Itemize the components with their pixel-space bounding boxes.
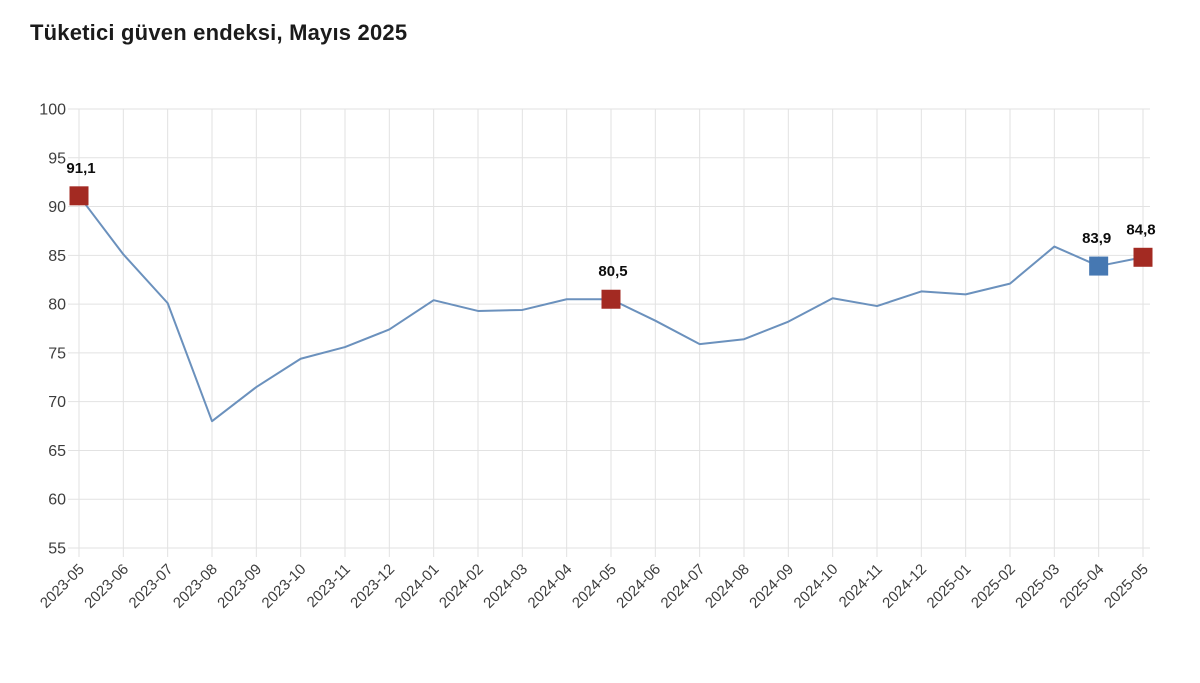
y-axis-labels: 55 60 65 70 75 80 85 90 95 100 xyxy=(39,102,66,558)
highlight-marker xyxy=(601,289,621,309)
x-tick-label: 2023-08 xyxy=(170,561,221,612)
y-tick-label: 65 xyxy=(48,443,66,460)
horizontal-gridlines xyxy=(68,108,1150,549)
x-tick-label: 2024-04 xyxy=(525,561,576,612)
annotations: 91,1 80,5 83,9 84,8 xyxy=(66,160,1156,309)
x-tick-label: 2025-05 xyxy=(1101,561,1152,612)
x-tick-label: 2023-12 xyxy=(347,561,398,612)
highlight-marker xyxy=(1133,247,1153,267)
value-label: 91,1 xyxy=(66,160,95,177)
y-tick-label: 85 xyxy=(48,248,66,265)
x-tick-label: 2025-04 xyxy=(1057,561,1108,612)
x-tick-label: 2024-07 xyxy=(658,561,709,612)
y-tick-label: 60 xyxy=(48,492,66,509)
x-tick-label: 2024-12 xyxy=(879,561,930,612)
y-tick-label: 95 xyxy=(48,150,66,167)
x-tick-label: 2025-02 xyxy=(968,561,1019,612)
x-tick-label: 2024-10 xyxy=(791,561,842,612)
x-tick-label: 2024-11 xyxy=(836,561,886,611)
vertical-gridlines xyxy=(78,109,1144,557)
y-tick-label: 80 xyxy=(48,297,66,314)
x-tick-label: 2024-02 xyxy=(436,561,487,612)
x-axis-labels: 2023-052023-062023-072023-082023-092023-… xyxy=(37,561,1152,612)
y-tick-label: 100 xyxy=(39,102,66,119)
y-tick-label: 70 xyxy=(48,394,66,411)
value-label: 80,5 xyxy=(598,263,627,280)
x-tick-label: 2024-06 xyxy=(613,561,664,612)
x-tick-label: 2023-09 xyxy=(214,561,265,612)
x-tick-label: 2024-05 xyxy=(569,561,620,612)
x-tick-label: 2023-10 xyxy=(259,561,310,612)
x-tick-label: 2024-08 xyxy=(702,561,753,612)
x-tick-label: 2024-03 xyxy=(480,561,531,612)
x-tick-label: 2023-11 xyxy=(304,561,354,611)
highlight-marker xyxy=(1089,256,1109,276)
x-tick-label: 2025-01 xyxy=(924,561,975,612)
x-tick-label: 2025-03 xyxy=(1012,561,1063,612)
x-tick-label: 2024-01 xyxy=(392,561,443,612)
y-tick-label: 75 xyxy=(48,345,66,362)
y-tick-label: 90 xyxy=(48,199,66,216)
x-tick-label: 2023-05 xyxy=(37,561,88,612)
value-label: 83,9 xyxy=(1082,230,1111,247)
x-tick-label: 2023-06 xyxy=(81,561,132,612)
highlight-marker xyxy=(69,186,89,206)
x-tick-label: 2024-09 xyxy=(746,561,797,612)
x-tick-label: 2023-07 xyxy=(126,561,177,612)
value-label: 84,8 xyxy=(1126,221,1155,238)
y-tick-label: 55 xyxy=(48,541,66,558)
chart-title: Tüketici güven endeksi, Mayıs 2025 xyxy=(30,20,408,45)
